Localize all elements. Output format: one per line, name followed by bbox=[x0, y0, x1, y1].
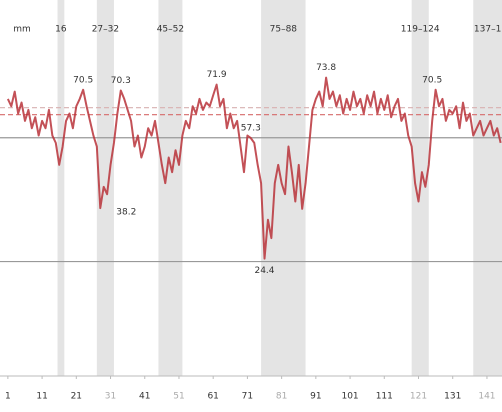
annotation: 57.3 bbox=[241, 124, 261, 134]
annotation: 71.9 bbox=[207, 70, 227, 80]
x-tick-label: 81 bbox=[276, 392, 287, 402]
band-label: 45–52 bbox=[157, 25, 184, 35]
shaded-band bbox=[57, 0, 65, 376]
x-tick-label: 1 bbox=[5, 392, 11, 402]
annotation: 70.5 bbox=[73, 75, 93, 85]
band-label: 27–32 bbox=[92, 25, 119, 35]
x-tick-label: 141 bbox=[478, 392, 495, 402]
annotation: 38.2 bbox=[116, 208, 136, 218]
x-tick-label: 41 bbox=[139, 392, 150, 402]
x-tick-label: 61 bbox=[207, 392, 218, 402]
band-label: 119–124 bbox=[401, 25, 440, 35]
x-tick-label: 131 bbox=[444, 392, 461, 402]
x-tick-label: 21 bbox=[71, 392, 82, 402]
shaded-band bbox=[158, 0, 183, 376]
shaded-band bbox=[473, 0, 502, 376]
x-tick-label: 101 bbox=[341, 392, 358, 402]
band-label: 137–1 bbox=[474, 25, 501, 35]
x-tick-label: 11 bbox=[36, 392, 47, 402]
shaded-band bbox=[96, 0, 114, 376]
x-tick-label: 121 bbox=[410, 392, 427, 402]
x-tick-label: 111 bbox=[376, 392, 393, 402]
annotation: 73.8 bbox=[316, 63, 336, 73]
band-label: 75–88 bbox=[270, 25, 298, 35]
annotation: 70.3 bbox=[111, 76, 131, 86]
x-tick-label: 91 bbox=[310, 392, 321, 402]
annotation: 24.4 bbox=[254, 266, 274, 276]
x-tick-label: 71 bbox=[242, 392, 253, 402]
band-label: 16 bbox=[55, 25, 67, 35]
annotation: 70.5 bbox=[422, 75, 442, 85]
data-line bbox=[6, 76, 502, 260]
x-tick-label: 51 bbox=[173, 392, 184, 402]
corner-label: mm bbox=[13, 25, 31, 35]
x-tick-label: 31 bbox=[105, 392, 116, 402]
